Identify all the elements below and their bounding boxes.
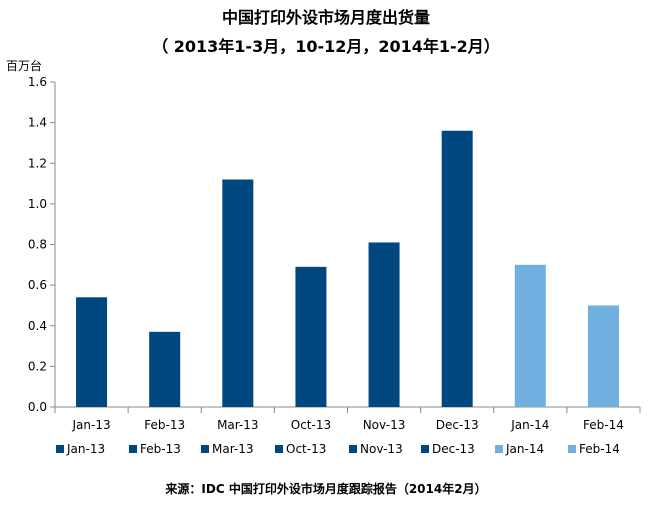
source-note: 来源：IDC 中国打印外设市场月度跟踪报告（2014年2月） bbox=[165, 482, 487, 496]
x-tick-label: Feb-13 bbox=[144, 418, 185, 432]
legend-label: Mar-13 bbox=[212, 442, 253, 456]
legend-swatch bbox=[568, 445, 576, 453]
legend-swatch bbox=[495, 445, 503, 453]
x-tick-label: Jan-13 bbox=[72, 418, 111, 432]
legend-label: Oct-13 bbox=[286, 442, 326, 456]
legend-swatch bbox=[275, 445, 283, 453]
bar-feb-14 bbox=[587, 305, 619, 407]
bar-nov-13 bbox=[368, 242, 400, 407]
legend-swatch bbox=[129, 445, 137, 453]
legend-label: Feb-14 bbox=[579, 442, 620, 456]
x-tick-label: Dec-13 bbox=[436, 418, 479, 432]
x-tick-label: Feb-14 bbox=[583, 418, 624, 432]
bar-oct-13 bbox=[295, 266, 327, 407]
bar-jan-14 bbox=[514, 264, 546, 407]
bar-mar-13 bbox=[222, 179, 254, 407]
legend-swatch bbox=[56, 445, 64, 453]
x-tick-label: Jan-14 bbox=[510, 418, 549, 432]
y-tick-label: 0.8 bbox=[28, 238, 47, 252]
y-tick-label: 0.6 bbox=[28, 278, 47, 292]
legend-swatch bbox=[421, 445, 429, 453]
legend-swatch bbox=[349, 445, 357, 453]
bar-dec-13 bbox=[441, 130, 473, 407]
bar-jan-13 bbox=[76, 297, 108, 407]
x-tick-label: Mar-13 bbox=[217, 418, 258, 432]
legend-label: Feb-13 bbox=[140, 442, 181, 456]
bar-feb-13 bbox=[149, 331, 181, 407]
y-tick-label: 0.2 bbox=[28, 359, 47, 373]
bar-chart: 0.0 0.2 0.4 0.6 0.8 1.0 1.2 1.4 1.6 Jan-13 Feb-13 M… bbox=[28, 75, 641, 456]
legend-label: Dec-13 bbox=[432, 442, 475, 456]
chart-subtitle: （ 2013年1-3月，10-12月，2014年1-2月） bbox=[152, 37, 500, 56]
legend-label: Nov-13 bbox=[360, 442, 403, 456]
y-tick-label: 1.6 bbox=[28, 75, 47, 89]
y-tick-label: 1.0 bbox=[28, 197, 47, 211]
chart-title: 中国打印外设市场月度出货量 bbox=[221, 8, 430, 27]
y-axis-unit-label: 百万台 bbox=[6, 59, 43, 73]
legend-swatch bbox=[201, 445, 209, 453]
y-tick-label: 1.4 bbox=[28, 116, 47, 130]
legend-label: Jan-13 bbox=[66, 442, 105, 456]
legend-label: Jan-14 bbox=[505, 442, 544, 456]
y-tick-label: 1.2 bbox=[28, 156, 47, 170]
y-tick-label: 0.0 bbox=[28, 400, 47, 414]
x-tick-label: Nov-13 bbox=[363, 418, 406, 432]
y-tick-label: 0.4 bbox=[28, 319, 47, 333]
x-tick-label: Oct-13 bbox=[291, 418, 331, 432]
